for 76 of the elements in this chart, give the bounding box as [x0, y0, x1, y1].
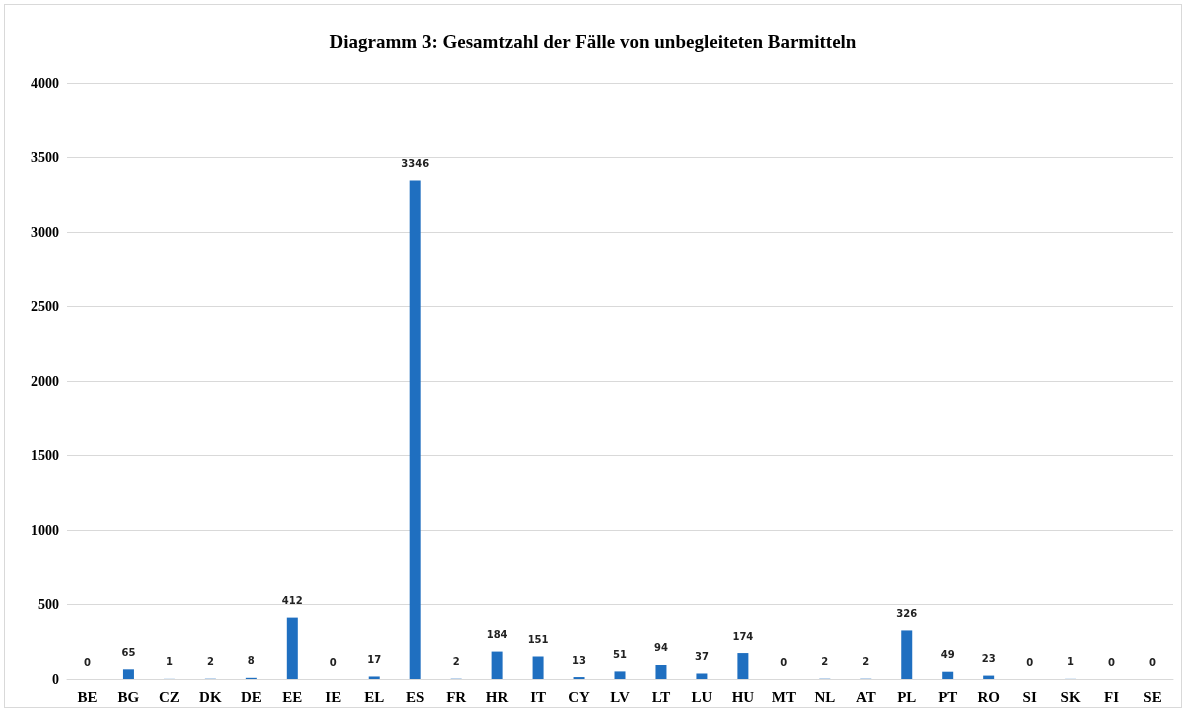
data-label: 17 — [367, 653, 382, 665]
x-tick-label: LU — [691, 688, 713, 705]
data-label: 174 — [732, 630, 754, 642]
x-tick-label: NL — [814, 688, 836, 705]
x-tick-label: MT — [771, 688, 796, 705]
x-tick-label: DK — [199, 688, 222, 705]
data-label: 2 — [862, 656, 870, 668]
bar — [491, 651, 503, 679]
x-tick-label: PL — [897, 688, 917, 705]
data-label: 0 — [84, 656, 91, 668]
bar — [737, 653, 749, 679]
bar — [696, 673, 708, 679]
data-label: 0 — [329, 656, 337, 668]
data-label: 8 — [247, 655, 255, 667]
data-label: 94 — [654, 642, 668, 654]
x-tick-label: SI — [1022, 688, 1037, 705]
x-tick-label: IE — [325, 688, 342, 705]
data-label: 184 — [486, 629, 508, 641]
x-tick-label: RO — [977, 688, 1000, 705]
bar — [409, 180, 421, 679]
x-tick-label: PT — [938, 688, 958, 705]
y-tick-label: 2500 — [31, 299, 59, 314]
data-label: 13 — [572, 654, 587, 666]
y-tick-label: 1500 — [31, 448, 59, 463]
x-tick-label: ES — [406, 688, 425, 705]
bar — [122, 669, 134, 679]
x-tick-label: EL — [364, 688, 385, 705]
x-tick-label: BG — [117, 688, 140, 705]
data-label: 2 — [206, 656, 214, 668]
data-label: 326 — [896, 607, 918, 619]
x-tick-label: IT — [530, 688, 546, 705]
bar — [655, 664, 667, 679]
x-tick-label: CZ — [158, 688, 180, 705]
bar — [942, 671, 954, 679]
x-tick-label: DE — [240, 688, 262, 705]
data-label: 2 — [452, 656, 460, 668]
data-label: 412 — [281, 595, 303, 607]
x-tick-label: FI — [1104, 688, 1120, 705]
bar — [901, 630, 913, 679]
data-label: 0 — [1108, 656, 1116, 668]
data-label: 3346 — [401, 157, 430, 169]
bar — [532, 656, 544, 679]
x-tick-label: LT — [651, 688, 671, 705]
x-tick-label: SK — [1060, 688, 1081, 705]
x-tick-label: CY — [568, 688, 591, 705]
data-label: 0 — [780, 656, 788, 668]
x-tick-label: HR — [485, 688, 509, 705]
data-label: 49 — [940, 649, 955, 661]
y-tick-label: 3500 — [31, 150, 59, 165]
data-label: 151 — [527, 634, 549, 645]
x-tick-label: SE — [1143, 688, 1162, 705]
y-tick-label: 2000 — [31, 373, 59, 389]
bar — [286, 617, 298, 679]
y-tick-label: 0 — [52, 671, 59, 687]
y-tick-label: 4000 — [31, 75, 59, 91]
data-label: 0 — [1149, 656, 1157, 668]
y-tick-label: 1000 — [31, 522, 59, 538]
x-tick-label: HU — [731, 688, 755, 705]
x-tick-label: FR — [446, 688, 467, 705]
x-tick-label: EE — [282, 688, 303, 705]
data-label: 1 — [165, 656, 173, 668]
data-label: 0 — [1026, 656, 1034, 668]
y-tick-label: 500 — [38, 597, 59, 612]
bar — [368, 676, 380, 679]
x-tick-label: AT — [855, 688, 876, 705]
x-tick-label: LV — [610, 688, 630, 705]
data-label: 2 — [821, 656, 829, 668]
y-tick-label: 3000 — [31, 224, 59, 240]
bar — [614, 671, 626, 679]
chart-title: Diagramm 3: Gesamtzahl der Fälle von unbegleiteten Barmitteln — [329, 31, 857, 52]
data-label: 37 — [694, 650, 709, 662]
data-label: 65 — [121, 646, 136, 658]
data-label: 23 — [981, 653, 996, 665]
x-tick-label: BE — [77, 688, 98, 705]
data-label: 51 — [613, 648, 627, 660]
data-label: 1 — [1067, 656, 1075, 668]
